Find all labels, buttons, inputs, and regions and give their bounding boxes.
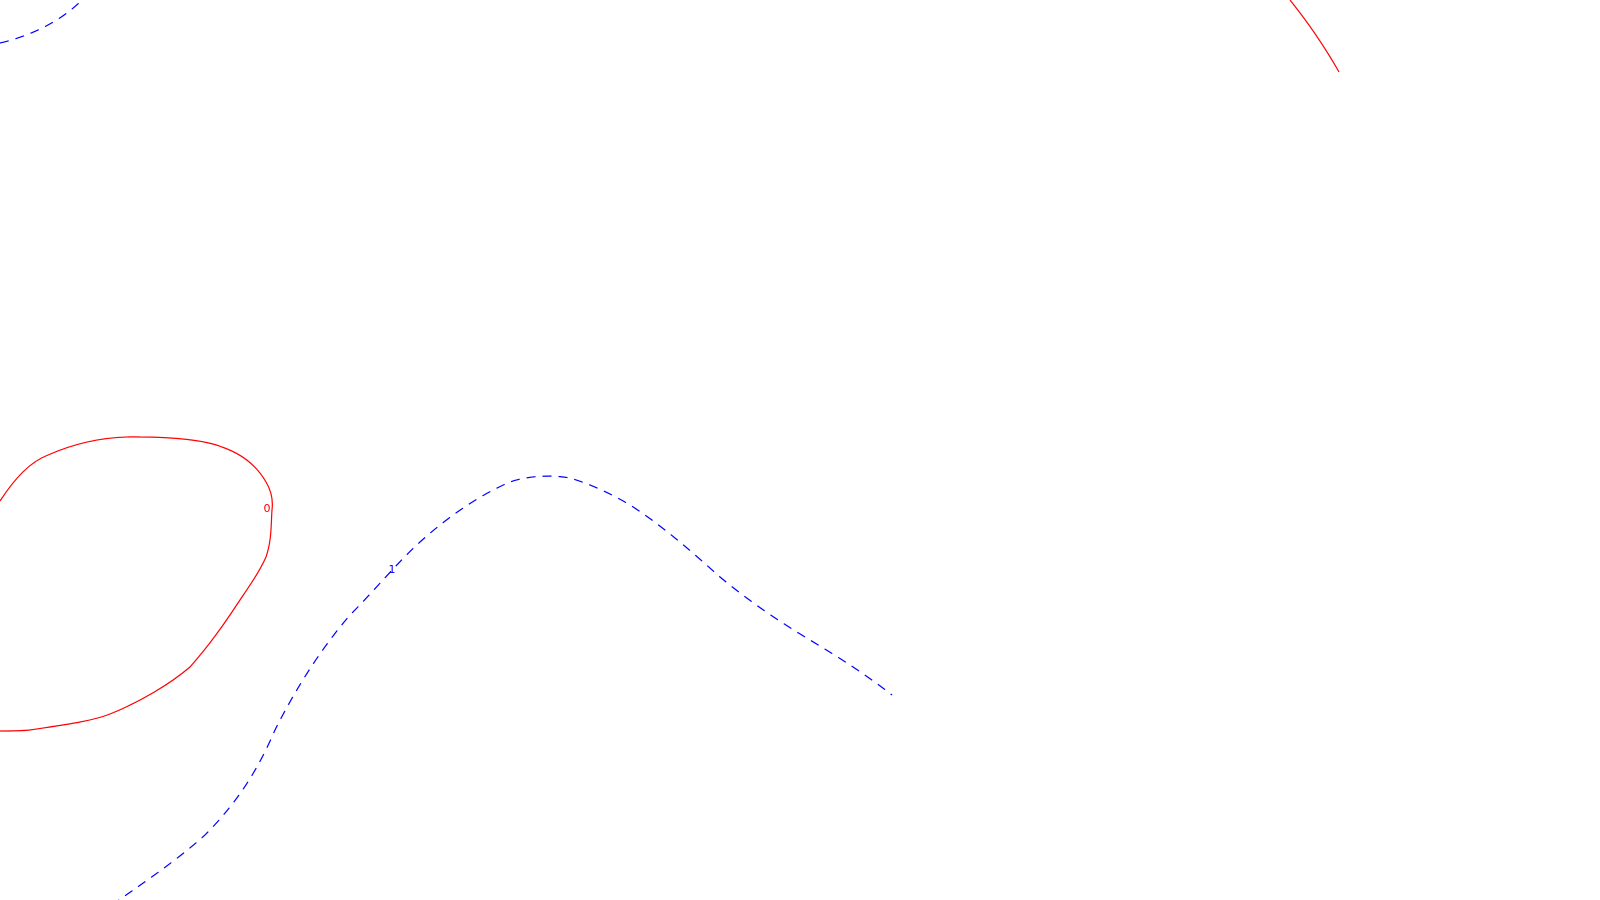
contour-1-label: 1 xyxy=(389,563,396,576)
contour-1-segment-top-left xyxy=(0,0,83,44)
contour-0-segment-top-right xyxy=(1289,0,1340,73)
contour-0-label: 0 xyxy=(264,502,271,515)
contour-0-segment-left-loop xyxy=(0,436,273,732)
contour-1-segment-main xyxy=(118,475,893,900)
